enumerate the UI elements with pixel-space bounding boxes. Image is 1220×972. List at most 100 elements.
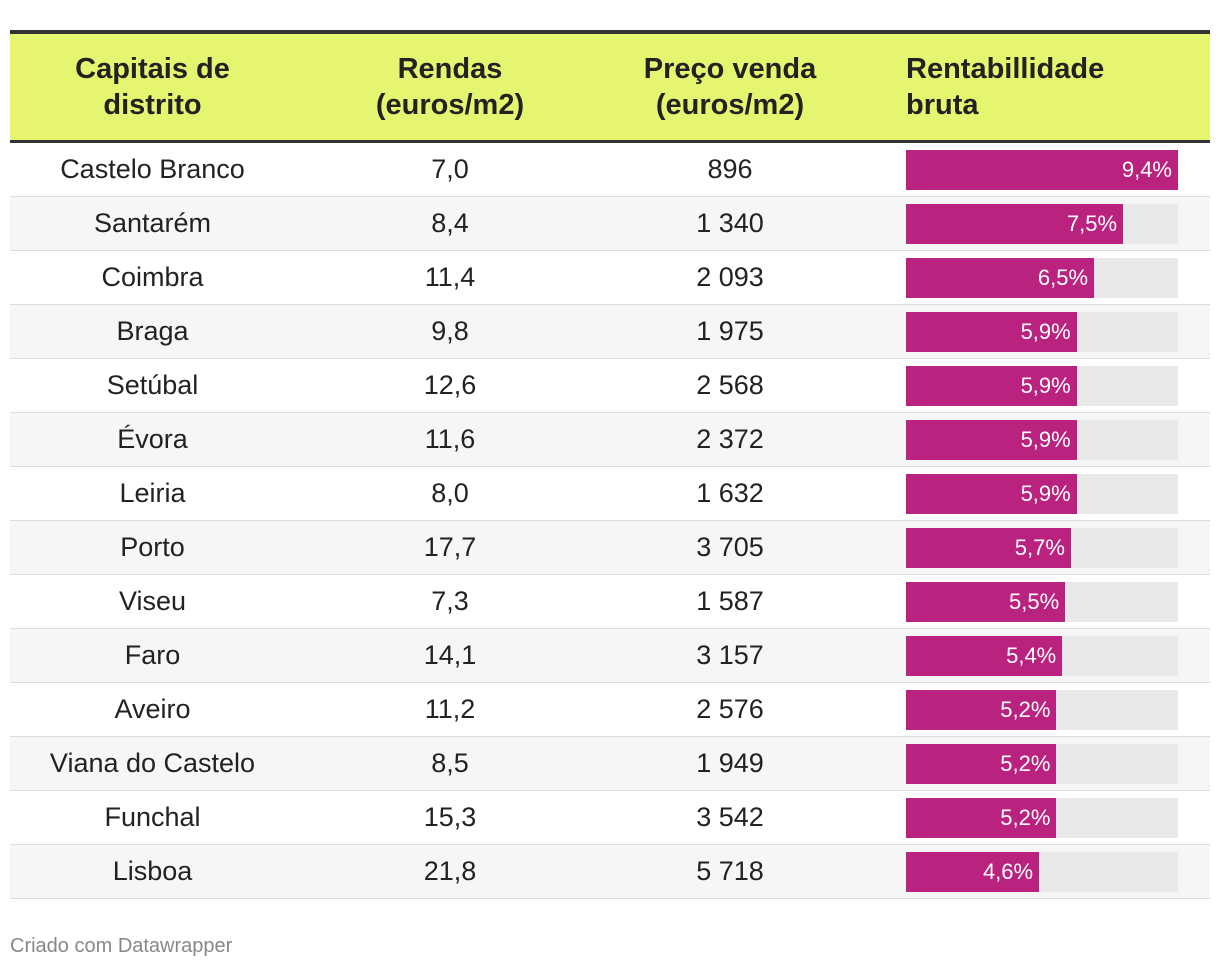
cell-yield: 9,4% bbox=[855, 143, 1210, 196]
cell-price: 3 157 bbox=[696, 640, 764, 670]
cell-price: 2 576 bbox=[696, 694, 764, 724]
table-row: Viseu 7,3 1 587 5,5% bbox=[10, 575, 1210, 629]
cell-city: Coimbra bbox=[101, 262, 204, 292]
header-rent[interactable]: Rendas (euros/m2) bbox=[375, 53, 525, 121]
yield-bar: 9,4% bbox=[906, 149, 1178, 190]
yield-bar: 7,5% bbox=[906, 203, 1124, 244]
yield-label: 5,2% bbox=[1000, 804, 1051, 830]
table-row: Funchal 15,3 3 542 5,2% bbox=[10, 791, 1210, 845]
yield-bar-track: 5,7% bbox=[906, 527, 1178, 568]
yield-bar-track: 6,5% bbox=[906, 257, 1178, 298]
cell-city: Lisboa bbox=[112, 856, 193, 886]
yield-bar: 5,9% bbox=[906, 419, 1077, 460]
cell-yield: 4,6% bbox=[855, 845, 1210, 898]
cell-city: Santarém bbox=[93, 208, 212, 238]
cell-yield: 5,5% bbox=[855, 575, 1210, 628]
cell-city: Braga bbox=[116, 316, 189, 346]
yield-label: 5,9% bbox=[1020, 426, 1071, 452]
yield-bar-track: 5,9% bbox=[906, 473, 1178, 514]
cell-rent: 8,0 bbox=[431, 478, 469, 508]
cell-city: Leiria bbox=[119, 478, 186, 508]
footer-credit[interactable]: Criado com Datawrapper bbox=[10, 935, 233, 957]
yield-bar-track: 5,2% bbox=[906, 797, 1178, 838]
cell-rent: 15,3 bbox=[423, 802, 477, 832]
cell-price: 2 093 bbox=[696, 262, 764, 292]
cell-rent: 7,0 bbox=[431, 154, 469, 184]
table-row: Braga 9,8 1 975 5,9% bbox=[10, 305, 1210, 359]
cell-price: 3 542 bbox=[696, 802, 764, 832]
cell-yield: 5,9% bbox=[855, 305, 1210, 358]
cell-rent: 12,6 bbox=[423, 370, 477, 400]
yield-bar: 5,5% bbox=[906, 581, 1066, 622]
yield-bar: 5,2% bbox=[906, 689, 1057, 730]
cell-rent: 8,4 bbox=[431, 208, 469, 238]
cell-price: 896 bbox=[707, 154, 753, 184]
yield-bar-track: 5,5% bbox=[906, 581, 1178, 622]
cell-rent: 21,8 bbox=[423, 856, 477, 886]
cell-price: 1 949 bbox=[696, 748, 764, 778]
cell-price: 1 975 bbox=[696, 316, 764, 346]
yield-bar-track: 9,4% bbox=[906, 149, 1178, 190]
yield-bar: 5,7% bbox=[906, 527, 1071, 568]
header-price[interactable]: Preço venda (euros/m2) bbox=[643, 53, 817, 121]
yield-bar: 4,6% bbox=[906, 851, 1040, 892]
cell-city: Funchal bbox=[104, 802, 201, 832]
yield-bar: 5,9% bbox=[906, 311, 1077, 352]
cell-price: 2 372 bbox=[696, 424, 764, 454]
cell-rent: 8,5 bbox=[431, 748, 469, 778]
top-rule bbox=[10, 30, 1210, 34]
cell-yield: 5,9% bbox=[855, 413, 1210, 466]
table-row: Faro 14,1 3 157 5,4% bbox=[10, 629, 1210, 683]
yield-bar-track: 5,2% bbox=[906, 689, 1178, 730]
cell-price: 1 632 bbox=[696, 478, 764, 508]
cell-price: 3 705 bbox=[696, 532, 764, 562]
cell-rent: 11,2 bbox=[424, 694, 476, 724]
table-row: Aveiro 11,2 2 576 5,2% bbox=[10, 683, 1210, 737]
cell-rent: 9,8 bbox=[431, 316, 469, 346]
cell-yield: 6,5% bbox=[855, 251, 1210, 304]
table-row: Viana do Castelo 8,5 1 949 5,2% bbox=[10, 737, 1210, 791]
table-header: Capitais de distrito Rendas (euros/m2) P… bbox=[10, 34, 1210, 143]
yield-label: 5,2% bbox=[1000, 750, 1051, 776]
yield-label: 5,4% bbox=[1006, 642, 1057, 668]
cell-price: 5 718 bbox=[696, 856, 764, 886]
table-row: Porto 17,7 3 705 5,7% bbox=[10, 521, 1210, 575]
yield-label: 5,5% bbox=[1008, 588, 1060, 614]
table-row: Coimbra 11,4 2 093 6,5% bbox=[10, 251, 1210, 305]
table-row: Setúbal 12,6 2 568 5,9% bbox=[10, 359, 1210, 413]
cell-rent: 11,4 bbox=[424, 262, 476, 292]
table-row: Évora 11,6 2 372 5,9% bbox=[10, 413, 1210, 467]
header-city[interactable]: Capitais de distrito bbox=[75, 53, 230, 121]
yield-bar-track: 7,5% bbox=[906, 203, 1178, 244]
cell-rent: 17,7 bbox=[423, 532, 477, 562]
yield-bar: 5,2% bbox=[906, 797, 1057, 838]
table-row: Castelo Branco 7,0 896 9,4% bbox=[10, 143, 1210, 197]
cell-price: 1 587 bbox=[696, 586, 764, 616]
cell-yield: 5,2% bbox=[855, 683, 1210, 736]
table-body: Castelo Branco 7,0 896 9,4% Santarém 8,4 1 340… bbox=[10, 143, 1210, 899]
table-row: Santarém 8,4 1 340 7,5% bbox=[10, 197, 1210, 251]
cell-yield: 5,9% bbox=[855, 467, 1210, 520]
cell-yield: 5,7% bbox=[855, 521, 1210, 574]
yield-label: 5,9% bbox=[1020, 480, 1071, 506]
yield-label: 5,2% bbox=[1000, 696, 1051, 722]
yield-bar: 5,9% bbox=[906, 365, 1077, 406]
yield-label: 4,6% bbox=[982, 858, 1034, 884]
yield-bar-track: 5,9% bbox=[906, 365, 1178, 406]
table-row: Leiria 8,0 1 632 5,9% bbox=[10, 467, 1210, 521]
yield-label: 7,5% bbox=[1066, 210, 1118, 236]
table-row: Lisboa 21,8 5 718 4,6% bbox=[10, 845, 1210, 899]
cell-yield: 5,2% bbox=[855, 791, 1210, 844]
cell-price: 1 340 bbox=[696, 208, 764, 238]
cell-rent: 7,3 bbox=[431, 586, 469, 616]
yield-bar-track: 5,4% bbox=[906, 635, 1178, 676]
yield-bar-track: 5,2% bbox=[906, 743, 1178, 784]
header-yield[interactable]: Rentabillidade bruta bbox=[906, 53, 1105, 121]
cell-city: Setúbal bbox=[106, 370, 199, 400]
cell-city: Castelo Branco bbox=[60, 154, 245, 184]
cell-city: Viana do Castelo bbox=[49, 748, 256, 778]
yield-label: 5,7% bbox=[1014, 534, 1065, 560]
data-table: Capitais de distrito Rendas (euros/m2) P… bbox=[10, 30, 1210, 899]
cell-yield: 5,9% bbox=[855, 359, 1210, 412]
yield-bar: 5,4% bbox=[906, 635, 1063, 676]
